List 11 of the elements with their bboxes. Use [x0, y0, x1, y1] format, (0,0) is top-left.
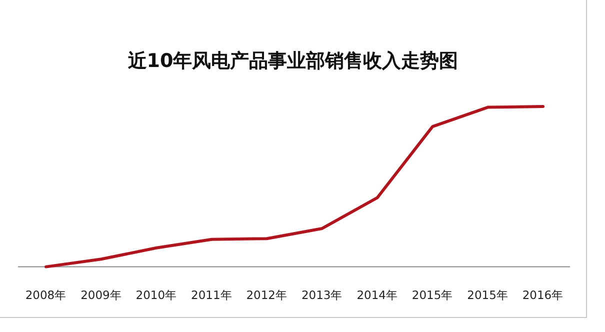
- x-tick-label: 2010年: [136, 288, 178, 302]
- x-tick-label: 2011年: [191, 288, 232, 302]
- x-tick-label: 2013年: [301, 288, 343, 302]
- x-tick-label: 2012年: [246, 288, 288, 302]
- x-tick-label: 2008年: [25, 288, 67, 302]
- x-tick-label: 2016年: [522, 288, 564, 302]
- x-tick-label: 2015年: [467, 288, 508, 302]
- x-tick-label: 2015年: [412, 288, 454, 302]
- chart-title: 近10年风电产品事业部销售收入走势图: [126, 50, 458, 72]
- x-tick-label: 2009年: [80, 288, 122, 302]
- x-tick-label: 2014年: [356, 288, 398, 302]
